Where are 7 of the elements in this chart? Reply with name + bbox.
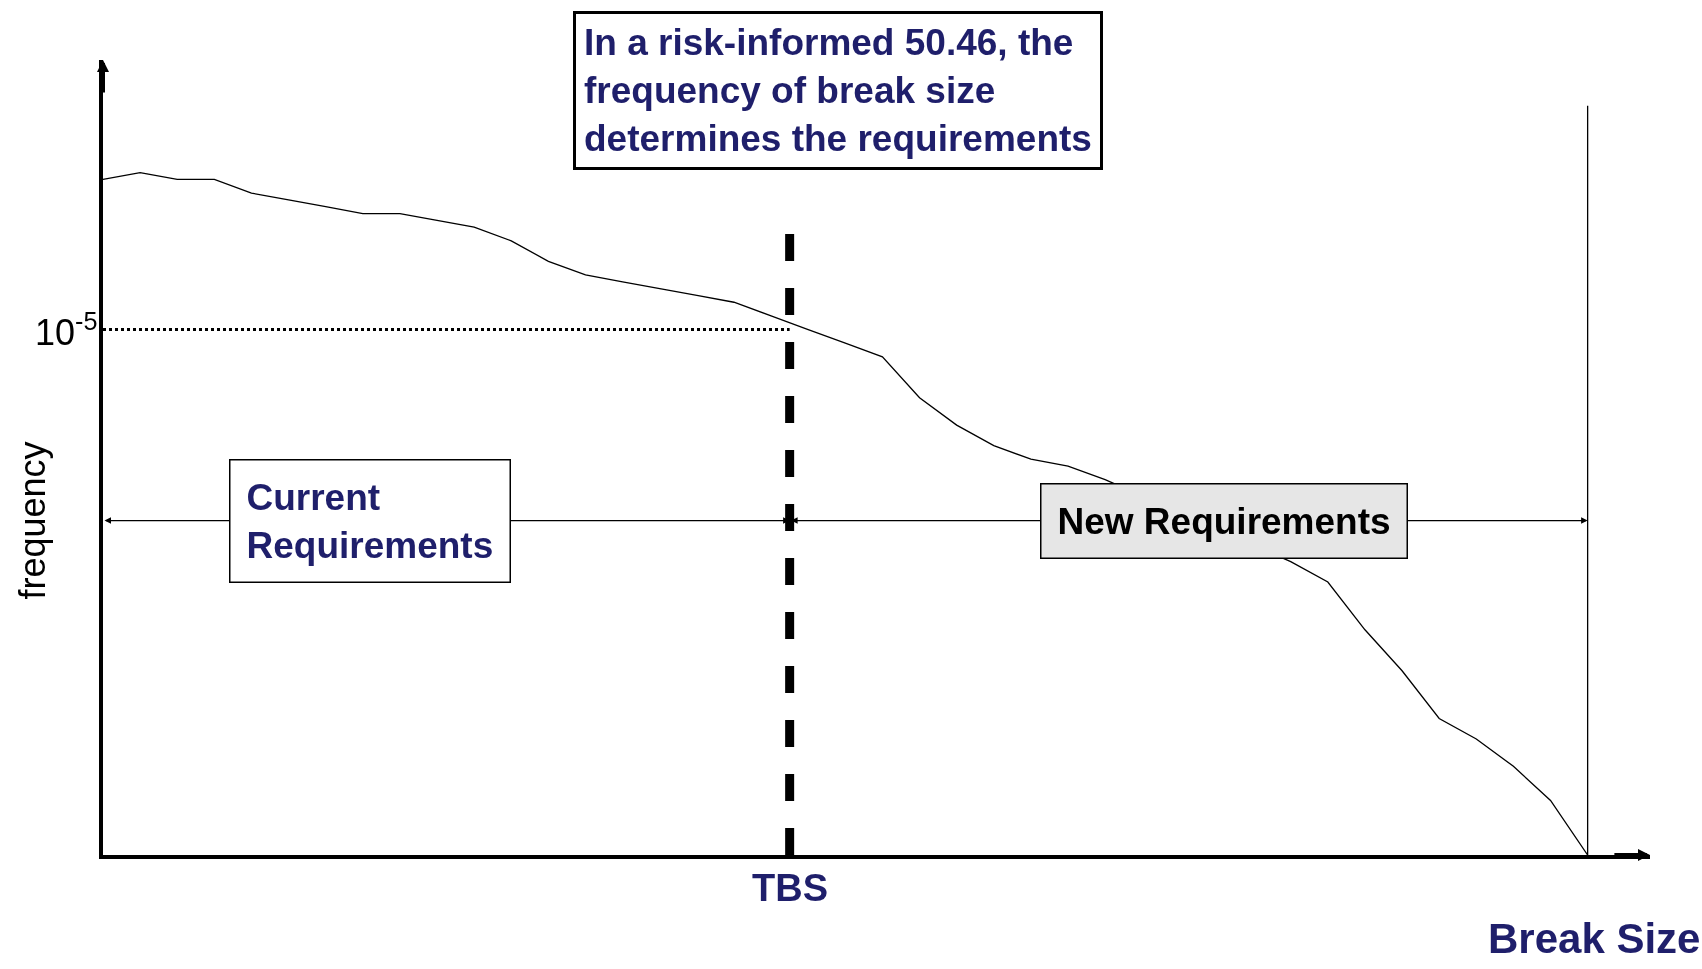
annotation: Current Requirements xyxy=(246,476,494,566)
text: TBS xyxy=(752,867,828,909)
annotation: New Requirements xyxy=(1057,500,1391,542)
y-axis-title: frequency xyxy=(12,441,54,600)
x-axis-title: Break Size xyxy=(1488,915,1701,962)
chart-title: In a risk-informed 50.46, the frequency of break size determines the requirements xyxy=(584,22,1092,160)
annotation: 10$^{-5}$ xyxy=(35,307,98,354)
